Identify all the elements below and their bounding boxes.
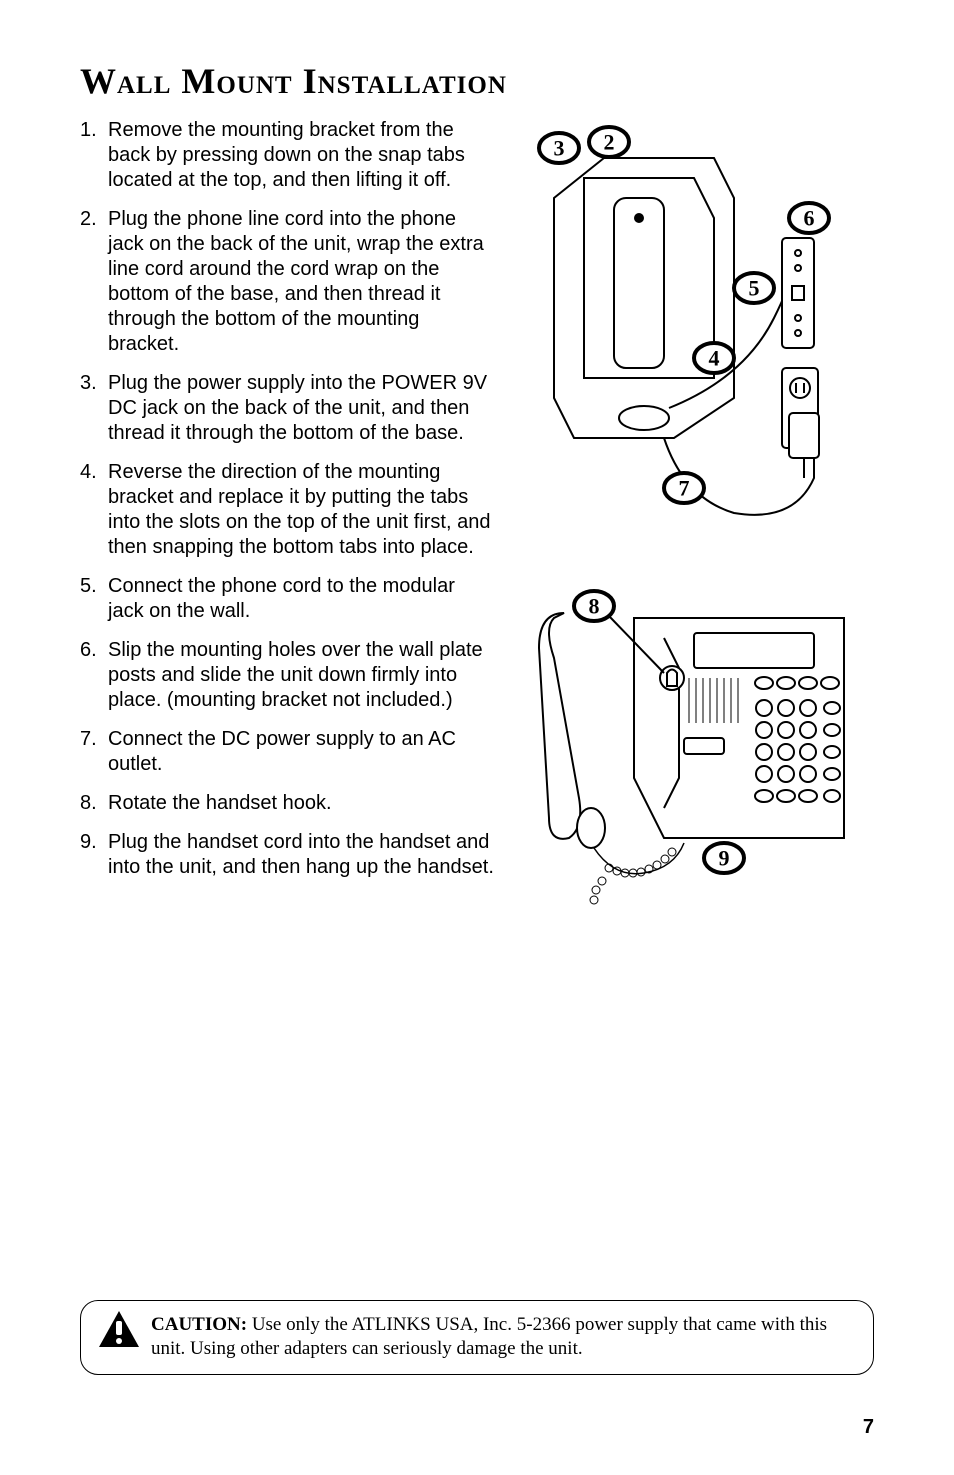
- callout-label: 4: [709, 346, 720, 371]
- caution-box: CAUTION: Use only the ATLINKS USA, Inc. …: [80, 1300, 874, 1375]
- caution-label: CAUTION:: [151, 1314, 247, 1335]
- step-item: Plug the phone line cord into the phone …: [80, 207, 494, 357]
- step-item: Rotate the handset hook.: [80, 791, 494, 816]
- callout-label: 3: [554, 136, 565, 161]
- caution-text: Use only the ATLINKS USA, Inc. 5-2366 po…: [151, 1314, 827, 1360]
- callout-label: 6: [804, 206, 815, 231]
- callout-label: 9: [719, 846, 730, 871]
- diagram-top: 3 2 6 5 4 7: [514, 118, 874, 538]
- diagram-column: 3 2 6 5 4 7: [514, 118, 874, 938]
- page-number: 7: [863, 1416, 874, 1439]
- callout-label: 7: [679, 476, 690, 501]
- diagram-bottom: 8 9: [514, 578, 874, 938]
- step-item: Reverse the direction of the mounting br…: [80, 460, 494, 560]
- steps-list: Remove the mounting bracket from the bac…: [80, 118, 494, 880]
- step-item: Connect the DC power supply to an AC out…: [80, 727, 494, 777]
- step-item: Slip the mounting holes over the wall pl…: [80, 638, 494, 713]
- page-heading: Wall Mount Installation: [80, 60, 874, 102]
- callout-label: 2: [604, 130, 615, 155]
- callout-label: 8: [589, 594, 600, 619]
- content-row: Remove the mounting bracket from the bac…: [80, 118, 874, 938]
- step-item: Plug the power supply into the POWER 9V …: [80, 371, 494, 446]
- step-item: Remove the mounting bracket from the bac…: [80, 118, 494, 193]
- callout-label: 5: [749, 276, 760, 301]
- step-item: Plug the handset cord into the handset a…: [80, 830, 494, 880]
- step-item: Connect the phone cord to the modular ja…: [80, 574, 494, 624]
- text-column: Remove the mounting bracket from the bac…: [80, 118, 494, 938]
- warning-icon: [97, 1309, 141, 1349]
